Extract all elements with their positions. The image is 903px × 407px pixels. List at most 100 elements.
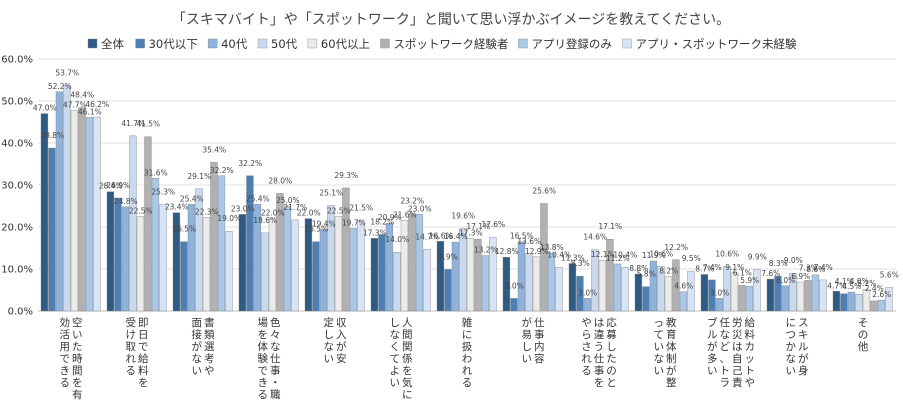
bar <box>172 212 181 312</box>
data-label: 5.2% <box>857 279 876 288</box>
x-category-text: やらされる <box>581 317 592 377</box>
data-label: 32.2% <box>210 166 234 175</box>
bar <box>319 229 328 312</box>
bar <box>885 287 893 312</box>
data-label: 6.9% <box>791 272 810 281</box>
x-category-label: 雑に扱われる <box>462 316 473 389</box>
x-category-char: の <box>606 365 617 377</box>
data-label: 25.4% <box>180 194 204 203</box>
x-category-char: そ <box>858 317 869 329</box>
legend-item[interactable]: 30代以下 <box>135 37 198 51</box>
x-category-char: 雑 <box>462 316 473 329</box>
x-category-char: で <box>138 341 149 353</box>
bar-group: 47.0% 38.8% 52.2% 53.7% 47.7%48.4% 46.1%46.2% <box>33 68 109 312</box>
bar <box>634 273 643 312</box>
x-category-char: 事 <box>534 328 545 341</box>
x-category-char: 活 <box>60 329 71 341</box>
legend-item[interactable]: アプリ・スポットワーク未経験 <box>622 37 797 51</box>
data-label: 7.4% <box>814 263 833 272</box>
x-category-char: 仕 <box>270 352 281 365</box>
data-label: 4.6% <box>674 282 693 291</box>
bar <box>730 272 739 312</box>
x-category-char: が <box>336 340 347 353</box>
legend-label: アプリ登録のみ <box>531 37 612 51</box>
bar <box>870 300 878 312</box>
bar <box>370 238 379 312</box>
x-category-char: 料 <box>138 364 149 377</box>
data-label: 25.3% <box>151 188 175 197</box>
bars: 47.0% 38.8% 52.2% 53.7% 47.7%48.4% 46.1%46.2%… <box>33 68 899 312</box>
x-category-char: 関 <box>402 341 413 353</box>
legend-swatch <box>307 38 318 49</box>
data-label: 12.8% <box>495 247 519 256</box>
x-category-text: 効活用できる <box>60 316 71 389</box>
bar <box>70 110 79 312</box>
legend-swatch <box>257 38 268 49</box>
bar <box>400 220 409 312</box>
data-label: 29.1% <box>187 172 211 181</box>
x-category-char: 々 <box>270 329 281 341</box>
data-label: 17.6% <box>481 220 505 229</box>
legend-label: スポットワーク経験者 <box>393 37 508 51</box>
x-category-char: ブ <box>707 316 718 329</box>
legend-swatch <box>380 38 390 49</box>
legend-item[interactable]: 40代 <box>207 37 248 51</box>
x-category-char: 労 <box>732 316 743 329</box>
bar <box>85 117 94 312</box>
data-label: 11.3% <box>561 254 585 263</box>
x-category-char: や <box>204 365 215 377</box>
bar <box>583 298 592 312</box>
bar <box>349 228 358 312</box>
y-tick-label: 0.0% <box>8 307 33 318</box>
x-category-char: ル <box>707 329 718 341</box>
x-category-char: 自 <box>732 352 743 365</box>
bar-group: 4.7%4.1%4.5%4.0%5.2%2.4%2.6% 5.6% <box>827 270 899 312</box>
x-category-char: を <box>258 329 269 341</box>
data-label: 13.6% <box>517 237 541 246</box>
bar <box>180 241 188 312</box>
x-category-char: わ <box>462 353 473 365</box>
bar-group: 12.8% 3.0% 16.5%13.6%12.9% 25.6% 13.8%10.4% <box>495 186 571 312</box>
x-category-text: につかない <box>786 317 797 377</box>
legend-label: アプリ・スポットワーク未経験 <box>636 37 797 51</box>
bar <box>510 298 518 312</box>
data-label: 4.1% <box>835 277 854 286</box>
bar <box>312 241 320 312</box>
x-category-char: い <box>390 377 401 389</box>
data-label: 21.7% <box>283 203 307 212</box>
x-category-text: 場を体験できる <box>258 316 269 401</box>
legend-item[interactable]: 50代 <box>257 37 298 51</box>
bar <box>555 267 563 312</box>
bar <box>246 175 254 312</box>
x-category-char: 扱 <box>462 341 473 353</box>
x-category-char: 制 <box>666 352 677 365</box>
x-category-char: や <box>581 317 592 329</box>
bar <box>129 135 137 312</box>
x-axis: 空いた時間を有効活用できる即日で給料を受け取れる書類選考や面接がない色々な仕事・… <box>60 316 869 401</box>
x-category-char: 人 <box>402 317 413 329</box>
data-label: 13.2% <box>474 246 498 255</box>
data-label: 8.3% <box>571 259 590 268</box>
data-label: 23.2% <box>400 197 424 206</box>
x-category-char: 考 <box>204 353 215 365</box>
bar <box>415 214 424 312</box>
x-category-char: か <box>786 341 797 353</box>
bar-group: 23.0% 32.2% 25.4% 18.6%22.0% 28.0% 25.0%21.7% <box>231 159 307 312</box>
legend-item[interactable]: アプリ登録のみ <box>518 37 612 51</box>
legend-item[interactable]: 全体 <box>87 37 124 51</box>
x-category-text: 定しない <box>324 316 335 365</box>
bar <box>225 230 233 312</box>
x-category-char: た <box>606 353 617 365</box>
x-category-text: 色々な仕事・職 <box>270 316 281 401</box>
data-label: 17.1% <box>466 222 490 231</box>
legend-item[interactable]: 60代以上 <box>307 37 370 51</box>
y-axis: 0.0% 10.0% 20.0% 30.0% 40.0% 50.0% 60.0% <box>1 55 33 318</box>
bar <box>291 219 299 312</box>
x-category-char: し <box>390 317 401 329</box>
bar <box>114 197 122 312</box>
bar <box>459 228 467 312</box>
legend-item[interactable]: スポットワーク経験者 <box>380 37 508 51</box>
